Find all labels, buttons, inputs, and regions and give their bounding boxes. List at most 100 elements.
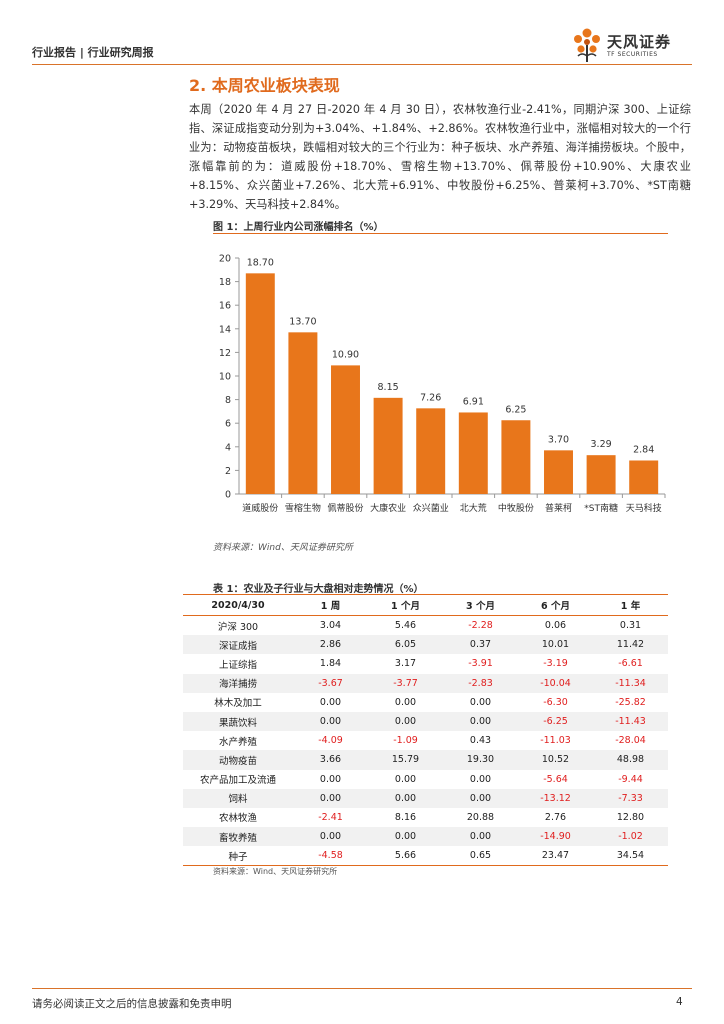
value-cell: -4.58	[293, 846, 368, 867]
row-label-cell: 沪深 300	[217, 621, 259, 633]
bar	[416, 408, 446, 494]
value-cell: -1.09	[393, 735, 418, 747]
value-cell: 19.30	[443, 750, 518, 770]
bar-value-label: 18.70	[247, 257, 274, 268]
bar	[245, 273, 275, 494]
brand-logo: 天风证券 TF SECURITIES	[570, 24, 680, 64]
bar-value-label: 13.70	[289, 316, 316, 327]
bar-chart: 0 2 4 6 8 10 12 14 16 18 20 18.70 道威股份 13.70 雪榕生物 10.90…	[219, 254, 666, 514]
row-label-cell: 种子	[183, 846, 293, 867]
value-cell: -2.41	[318, 811, 343, 823]
value-cell: 20.88	[466, 811, 495, 823]
y-tick-label: 18	[219, 277, 231, 288]
table-row: 畜牧养殖 0.00 0.00 0.00 -14.90 -1.02	[183, 827, 668, 847]
value-cell: 0.65	[443, 846, 518, 867]
value-cell: 0.00	[293, 827, 368, 847]
y-tick-label: 12	[219, 348, 231, 359]
bar-value-label: 3.29	[591, 439, 612, 450]
row-label-cell: 海洋捕捞	[183, 673, 293, 693]
row-label-cell: 农林牧渔	[218, 813, 257, 825]
table-row: 动物疫苗 3.66 15.79 19.30 10.52 48.98	[183, 750, 668, 770]
header-report-type: 行业报告 | 行业研究周报	[32, 46, 154, 59]
value-cell: -6.30	[543, 696, 568, 708]
page-number: 4	[676, 996, 683, 1008]
row-label-cell: 林木及加工	[214, 698, 262, 710]
column-header: 6 个月	[518, 594, 593, 616]
x-tick-label: 普莱柯	[545, 502, 572, 514]
value-cell: -3.77	[368, 673, 443, 693]
x-tick-label: 众兴菌业	[413, 502, 449, 514]
bar-value-label: 6.91	[463, 396, 484, 407]
value-cell: 0.00	[319, 696, 342, 708]
value-cell: 3.04	[319, 620, 342, 632]
table-row: 海洋捕捞 -3.67 -3.77 -2.83 -10.04 -11.34	[183, 673, 668, 693]
row-label-cell: 深证成指	[183, 635, 293, 655]
bar	[501, 420, 531, 494]
x-tick-label: 天马科技	[626, 502, 662, 514]
bar	[288, 332, 318, 494]
table-body: 沪深 300 3.04 5.46 -2.28 0.06 0.31 深证成指 2.86 6.05 0…	[183, 616, 668, 867]
section-title: 2. 本周农业板块表现	[189, 76, 340, 95]
x-tick-label: 道威股份	[242, 502, 278, 514]
value-cell: 15.79	[368, 750, 443, 770]
value-cell: 3.66	[293, 750, 368, 770]
table1-title: 表 1：农业及子行业与大盘相对走势情况（%）	[213, 584, 424, 595]
value-cell: 0.00	[293, 788, 368, 808]
bar-value-label: 8.15	[378, 382, 399, 393]
row-label-cell: 畜牧养殖	[183, 827, 293, 847]
column-header: 3 个月	[443, 594, 518, 616]
table-row: 农产品加工及流通 0.00 0.00 0.00 -5.64 -9.44	[183, 770, 668, 789]
value-cell: 0.00	[443, 827, 518, 847]
value-cell: 2.86	[293, 635, 368, 655]
value-cell: -6.25	[518, 711, 593, 732]
x-tick-label: 雪榕生物	[285, 502, 321, 514]
value-cell: -3.19	[543, 658, 568, 670]
value-cell: 0.00	[319, 773, 342, 785]
x-tick-label: 佩蒂股份	[327, 502, 363, 514]
value-cell: 0.00	[293, 711, 368, 732]
column-header: 1 年	[593, 594, 668, 616]
value-cell: 48.98	[593, 750, 668, 770]
y-tick-label: 20	[219, 254, 231, 265]
value-cell: 34.54	[593, 846, 668, 867]
bar-value-label: 6.25	[505, 404, 526, 415]
footer-divider	[32, 988, 692, 989]
row-label-cell: 水产养殖	[218, 736, 257, 748]
value-cell: 0.00	[368, 711, 443, 732]
bar	[544, 450, 573, 494]
value-cell: -28.04	[615, 735, 646, 747]
x-tick-label: 北大荒	[460, 502, 487, 514]
value-cell: -1.02	[593, 827, 668, 847]
value-cell: 0.00	[469, 773, 492, 785]
value-cell: 0.00	[394, 773, 417, 785]
column-header: 1 个月	[368, 594, 443, 616]
summary-paragraph: 本周（2020 年 4 月 27 日-2020 年 4 月 30 日），农林牧渔…	[189, 103, 691, 211]
brand-name: 天风证券	[607, 33, 672, 51]
row-label-cell: 农产品加工及流通	[199, 775, 276, 787]
bar-value-label: 2.84	[633, 444, 654, 455]
value-cell: -5.64	[543, 773, 568, 785]
value-cell: -3.67	[293, 673, 368, 693]
value-cell: 8.16	[394, 811, 417, 823]
bar	[331, 365, 360, 494]
bar	[586, 455, 616, 494]
bar-value-label: 3.70	[548, 434, 569, 445]
value-cell: -14.90	[518, 827, 593, 847]
y-tick-label: 0	[225, 490, 231, 501]
value-cell: -3.91	[468, 658, 493, 670]
value-cell: 0.06	[544, 620, 567, 632]
header-divider	[32, 64, 692, 65]
y-tick-label: 4	[225, 442, 231, 453]
y-tick-label: 10	[219, 372, 231, 383]
value-cell: 10.01	[518, 635, 593, 655]
table-row: 种子 -4.58 5.66 0.65 23.47 34.54	[183, 846, 668, 867]
figure1-title: 图 1：上周行业内公司涨幅排名（%）	[213, 222, 384, 233]
table-row: 水产养殖 -4.09 -1.09 0.43 -11.03 -28.04	[183, 731, 668, 750]
table-row: 上证综指 1.84 3.17 -3.91 -3.19 -6.61	[183, 654, 668, 673]
value-cell: -10.04	[518, 673, 593, 693]
value-cell: -6.61	[618, 658, 643, 670]
bar	[458, 412, 488, 494]
figure1-divider	[213, 233, 668, 234]
x-tick-label: 中牧股份	[498, 502, 534, 514]
